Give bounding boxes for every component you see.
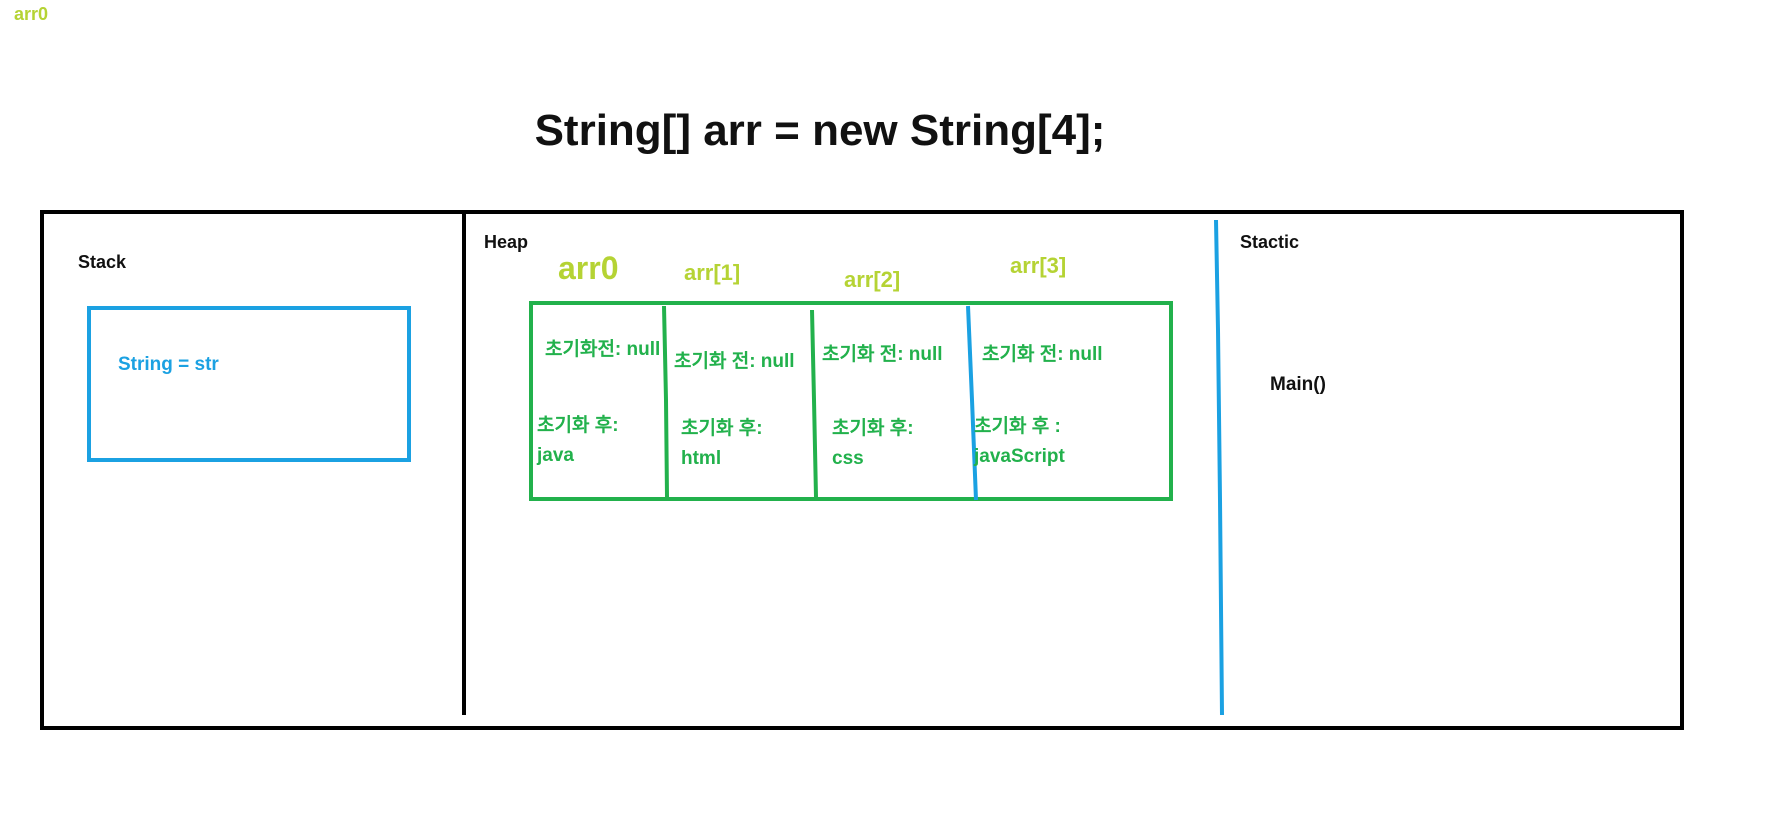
array-cell-before: 초기화 전: null bbox=[822, 344, 943, 365]
array-cell-divider-1 bbox=[662, 305, 669, 498]
heap-array-box bbox=[529, 301, 1173, 501]
heap-label: Heap bbox=[484, 232, 529, 252]
array-cell-after-value: java bbox=[537, 445, 574, 466]
stack-variable-label: String = str bbox=[118, 354, 219, 375]
array-cell-after-value: javaScript bbox=[974, 446, 1065, 467]
array-index-label: arr[3] bbox=[1010, 253, 1067, 278]
array-cell-after-label: 초기화 후: bbox=[537, 415, 619, 436]
array-cell-after-label: 초기화 후 : bbox=[974, 416, 1061, 437]
array-cell-before: 초기화전: null bbox=[545, 339, 661, 360]
page-title: String[] arr = new String[4]; bbox=[534, 106, 1106, 155]
stack-label: Stack bbox=[78, 252, 127, 272]
array-cell-before: 초기화 전: null bbox=[982, 344, 1103, 365]
array-index-label: arr[1] bbox=[684, 260, 741, 285]
array-cell-after-value: css bbox=[832, 448, 864, 469]
heap-static-divider bbox=[1214, 219, 1224, 716]
array-cell-divider-3 bbox=[966, 305, 978, 501]
array-cell-after-label: 초기화 후: bbox=[832, 418, 914, 439]
array-cell-divider-2 bbox=[810, 309, 818, 498]
array-index-label: arr0 bbox=[558, 250, 619, 286]
static-label: Stactic bbox=[1240, 232, 1300, 252]
corner-label: arr0 bbox=[14, 4, 49, 24]
array-cell-after-label: 초기화 후: bbox=[681, 418, 763, 439]
stack-variable-box bbox=[87, 306, 411, 462]
array-index-label: arr[2] bbox=[844, 267, 901, 292]
array-cell-before: 초기화 전: null bbox=[674, 351, 795, 372]
array-cell-after-value: html bbox=[681, 448, 722, 469]
memory-frame bbox=[40, 210, 1684, 730]
main-method-label: Main() bbox=[1270, 374, 1326, 395]
